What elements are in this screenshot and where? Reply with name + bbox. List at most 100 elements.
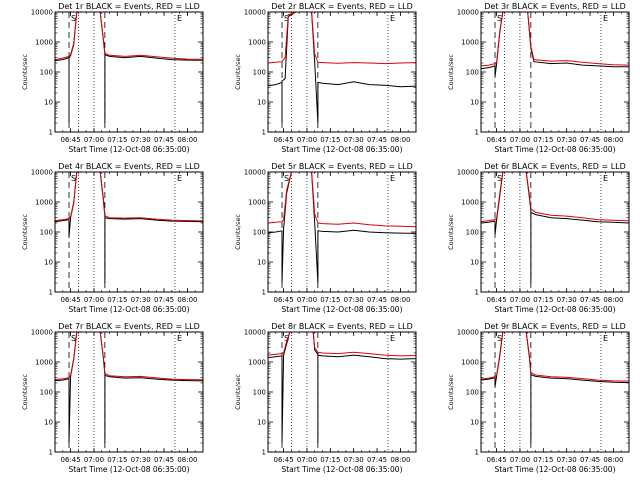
plot-frame: [480, 11, 630, 133]
panel-title: Det 8r BLACK = Events, RED = LLD: [271, 322, 413, 331]
y-tick-label: 100: [40, 69, 53, 77]
x-tick-label: 07:45: [154, 456, 174, 464]
start-marker: S: [284, 14, 289, 23]
end-marker: E: [603, 14, 608, 23]
y-axis-label: Counts/sec: [234, 374, 242, 410]
x-tick-label: 07:15: [533, 136, 553, 144]
x-tick-label: 07:30: [344, 136, 364, 144]
events-series-line: [55, 172, 203, 283]
end-marker: E: [603, 334, 608, 343]
panel-det-7: Det 7r BLACK = Events, RED = LLD Counts/s…: [21, 322, 204, 474]
x-tick-label: 07:15: [533, 296, 553, 304]
y-axis-label: Counts/sec: [447, 214, 455, 250]
x-tick-label: 07:15: [107, 456, 127, 464]
plot-frame: [480, 331, 630, 453]
events-series-line: [268, 332, 416, 444]
y-tick-label: 10: [470, 99, 479, 107]
series-group: [481, 12, 629, 77]
lld-series-line: [481, 12, 629, 67]
end-marker: E: [177, 174, 182, 183]
x-tick-label: 08:00: [603, 456, 623, 464]
y-tick-label: 10: [470, 419, 479, 427]
x-axis-label: Start Time (12-Oct-08 06:35:00): [494, 305, 615, 314]
end-marker: E: [390, 174, 395, 183]
start-marker: S: [284, 334, 289, 343]
x-tick-label: 07:45: [154, 136, 174, 144]
start-marker: S: [497, 174, 502, 183]
y-tick-label: 1: [49, 449, 53, 457]
y-tick-label: 1000: [461, 359, 479, 367]
y-tick-label: 10: [257, 259, 266, 267]
x-tick-label: 06:45: [60, 456, 80, 464]
y-tick-label: 10000: [31, 169, 53, 177]
lld-series-line: [55, 332, 203, 381]
series-group: [268, 172, 416, 284]
x-tick-label: 07:00: [510, 456, 530, 464]
y-tick-label: 10000: [457, 329, 479, 337]
x-tick-label: 07:45: [154, 296, 174, 304]
panel-det-5: Det 5r BLACK = Events, RED = LLD Counts/s…: [234, 162, 417, 314]
x-tick-label: 08:00: [603, 136, 623, 144]
y-axis-label: Counts/sec: [447, 54, 455, 90]
y-axis-label: Counts/sec: [447, 374, 455, 410]
y-tick-label: 10000: [31, 9, 53, 17]
events-series-line: [268, 12, 416, 124]
panel-det-4: Det 4r BLACK = Events, RED = LLD Counts/s…: [21, 162, 204, 314]
y-tick-label: 1000: [35, 39, 53, 47]
lld-series-line: [481, 332, 629, 382]
y-tick-label: 10000: [244, 169, 266, 177]
lld-series-line: [268, 332, 416, 357]
events-series-line: [481, 172, 629, 283]
x-tick-label: 08:00: [603, 296, 623, 304]
plot-frame: [267, 11, 417, 133]
x-tick-label: 08:00: [177, 296, 197, 304]
y-tick-label: 1000: [35, 359, 53, 367]
x-tick-label: 06:45: [273, 296, 293, 304]
end-marker: E: [390, 14, 395, 23]
y-tick-label: 10: [257, 419, 266, 427]
x-tick-label: 07:45: [367, 136, 387, 144]
panel-title: Det 9r BLACK = Events, RED = LLD: [484, 322, 626, 331]
x-tick-label: 07:30: [131, 456, 151, 464]
panel-det-9: Det 9r BLACK = Events, RED = LLD Counts/s…: [447, 322, 630, 474]
x-tick-label: 07:30: [557, 136, 577, 144]
panel-det-6: Det 6r BLACK = Events, RED = LLD Counts/s…: [447, 162, 630, 314]
y-tick-label: 1: [262, 289, 266, 297]
x-axis-label: Start Time (12-Oct-08 06:35:00): [494, 145, 615, 154]
y-tick-label: 10000: [457, 9, 479, 17]
plot-frame: [267, 331, 417, 453]
x-tick-label: 06:45: [486, 296, 506, 304]
x-tick-label: 06:45: [273, 136, 293, 144]
panel-det-3: Det 3r BLACK = Events, RED = LLD Counts/s…: [447, 2, 630, 154]
end-marker: E: [603, 174, 608, 183]
y-tick-label: 1: [262, 449, 266, 457]
events-series-line: [55, 332, 203, 444]
x-tick-label: 08:00: [390, 296, 410, 304]
y-tick-label: 1: [49, 289, 53, 297]
y-tick-label: 10000: [31, 329, 53, 337]
x-tick-label: 07:00: [510, 136, 530, 144]
x-tick-label: 07:00: [84, 296, 104, 304]
x-tick-label: 07:45: [580, 136, 600, 144]
x-tick-label: 07:00: [84, 136, 104, 144]
lld-series-line: [55, 12, 203, 61]
x-axis-label: Start Time (12-Oct-08 06:35:00): [281, 145, 402, 154]
series-group: [55, 12, 203, 123]
y-tick-label: 100: [253, 389, 266, 397]
series-group: [481, 172, 629, 283]
lld-series-line: [55, 172, 203, 222]
panel-det-2: Det 2r BLACK = Events, RED = LLD Counts/s…: [234, 2, 417, 154]
y-axis-label: Counts/sec: [21, 374, 29, 410]
x-tick-label: 07:15: [320, 296, 340, 304]
y-tick-label: 10: [44, 99, 53, 107]
x-tick-label: 06:45: [486, 136, 506, 144]
y-tick-label: 1000: [248, 199, 266, 207]
y-tick-label: 10: [470, 259, 479, 267]
x-axis-label: Start Time (12-Oct-08 06:35:00): [68, 145, 189, 154]
y-tick-label: 100: [466, 229, 479, 237]
plot-frame: [480, 171, 630, 293]
lld-series-line: [481, 172, 629, 223]
panel-title: Det 3r BLACK = Events, RED = LLD: [484, 2, 626, 11]
events-series-line: [55, 12, 203, 123]
